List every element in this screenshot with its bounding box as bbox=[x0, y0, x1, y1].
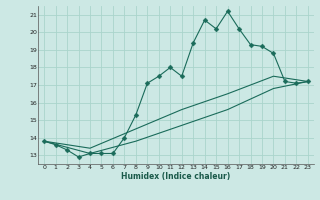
X-axis label: Humidex (Indice chaleur): Humidex (Indice chaleur) bbox=[121, 172, 231, 181]
